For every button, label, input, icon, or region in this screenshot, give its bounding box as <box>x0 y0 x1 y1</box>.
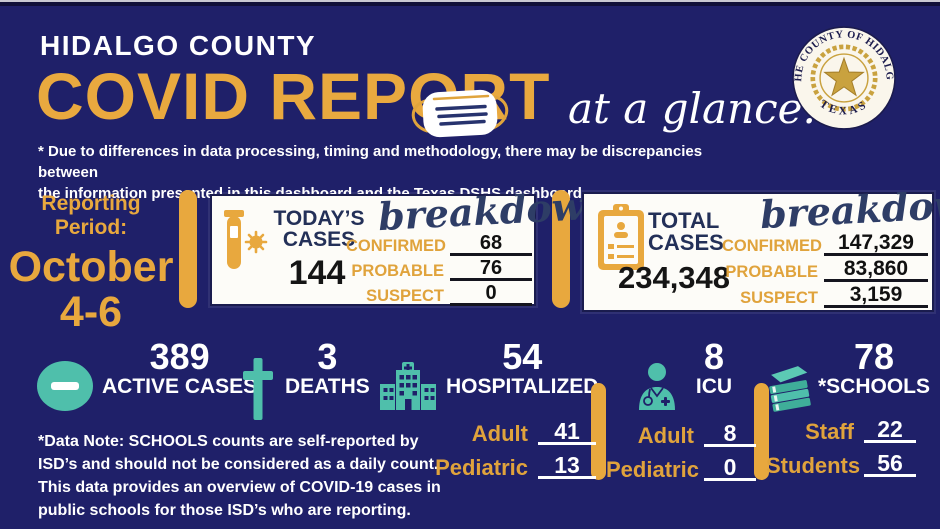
disclaimer-line-1: * Due to differences in data processing,… <box>38 143 703 181</box>
breakdown-label: PROBABLE <box>725 263 818 281</box>
stat-value: 8 <box>703 336 725 377</box>
stat-schools: 78 *SCHOOLS <box>766 338 930 417</box>
breakdown-row: CONFIRMED 68 <box>346 232 532 256</box>
reporting-period-days: 4-6 <box>59 288 123 336</box>
data-note-line-2: ISD’s and should not be considered as a … <box>38 456 439 473</box>
reporting-period: Reporting Period: October 4-6 <box>4 192 178 334</box>
books-icon <box>766 364 812 417</box>
breakdown-value: 3,159 <box>824 284 928 308</box>
data-note-line-3: This data provides an overview of COVID-… <box>38 479 441 496</box>
data-note-line-4: public schools for those ISD’s who are r… <box>38 502 411 519</box>
sub-stat-label: Pediatric <box>606 457 699 482</box>
stat-label: ACTIVE CASES <box>102 375 258 398</box>
stat-icu: 8 ICU <box>636 338 738 415</box>
top-strip <box>0 2 940 6</box>
total-cases-total: 234,348 <box>617 260 731 295</box>
stat-active-cases: 389 ACTIVE CASES <box>36 338 257 417</box>
total-cases-card: TOTAL CASES 234,348 breakdown CONFIRMED … <box>582 180 940 312</box>
stat-label: DEATHS <box>285 375 370 398</box>
breakdown-row: PROBABLE 76 <box>346 257 532 281</box>
total-cases-title: TOTAL CASES <box>648 208 758 256</box>
face-mask-icon <box>406 82 514 148</box>
stat-label: *SCHOOLS <box>818 375 931 398</box>
county-seal: THE COUNTY OF HIDALGO TEXAS <box>788 18 896 130</box>
stat-label: ICU <box>695 375 733 398</box>
stat-value: 54 <box>502 336 543 377</box>
hospital-icon <box>380 362 436 415</box>
tagline: at a glance.. <box>568 84 830 133</box>
sub-stat-value: 56 <box>864 452 916 477</box>
breakdown-row: SUSPECT 0 <box>346 282 532 306</box>
todays-cases-card: TODAY’S CASES 144 breakdown CONFIRMED 68… <box>210 182 613 306</box>
sub-stat-value: 41 <box>538 420 596 445</box>
data-note-line-1: *Data Note: SCHOOLS counts are self-repo… <box>38 433 419 450</box>
sub-stat-value: 13 <box>538 454 596 479</box>
sub-stat-row: Staff 22 <box>766 418 916 443</box>
todays-cases-title-line2: CASES <box>282 228 356 252</box>
breakdown-label: CONFIRMED <box>722 237 822 255</box>
reporting-period-month: October <box>8 243 174 291</box>
sub-stat-label: Adult <box>637 423 694 448</box>
breakdown-row: SUSPECT 3,159 <box>722 284 928 308</box>
icu-breakdown: Adult 8 Pediatric 0 <box>606 422 756 481</box>
breakdown-value: 76 <box>450 258 532 281</box>
cross-icon <box>243 358 273 427</box>
breakdown-label: PROBABLE <box>351 262 444 280</box>
minus-circle-icon <box>36 360 94 417</box>
stat-deaths: 3 DEATHS <box>243 338 370 427</box>
breakdown-value: 83,860 <box>824 258 928 282</box>
sub-stat-row: Adult 8 <box>606 422 756 447</box>
seal-star-icon <box>823 56 865 97</box>
sub-stat-value: 0 <box>704 456 756 481</box>
divider-bar <box>591 383 606 480</box>
sub-stat-row: Pediatric 13 <box>424 454 596 479</box>
sub-stat-label: Staff <box>805 419 854 444</box>
stat-hospitalized: 54 HOSPITALIZED <box>380 338 598 415</box>
total-cases-title-line1: TOTAL <box>648 208 720 233</box>
reporting-period-label: Reporting Period: <box>41 192 141 239</box>
breakdown-value: 147,329 <box>824 232 928 256</box>
sub-stat-row: Pediatric 0 <box>606 456 756 481</box>
sub-stat-value: 22 <box>864 418 916 443</box>
schools-breakdown: Staff 22 Students 56 <box>766 418 916 477</box>
stat-value: 78 <box>853 336 895 377</box>
sub-stat-value: 8 <box>704 422 756 447</box>
stat-value: 3 <box>317 336 338 377</box>
sub-stat-row: Students 56 <box>766 452 916 477</box>
sub-stat-row: Adult 41 <box>424 420 596 445</box>
sub-stat-label: Pediatric <box>435 455 528 480</box>
breakdown-value: 0 <box>450 283 532 306</box>
doctor-icon <box>636 362 678 415</box>
todays-cases-title-line1: TODAY’S <box>273 207 365 230</box>
total-breakdown-rows: CONFIRMED 147,329 PROBABLE 83,860 SUSPEC… <box>722 232 928 308</box>
breakdown-value: 68 <box>450 233 532 256</box>
breakdown-script-heading: breakdown <box>758 179 940 238</box>
stat-value: 389 <box>149 336 210 377</box>
test-tube-icon <box>220 210 268 281</box>
todays-cases-total: 144 <box>288 254 346 292</box>
divider-bar <box>179 190 197 308</box>
county-heading: HIDALGO COUNTY <box>40 30 317 61</box>
breakdown-row: PROBABLE 83,860 <box>722 258 928 282</box>
data-note: *Data Note: SCHOOLS counts are self-repo… <box>38 430 441 522</box>
stat-label: HOSPITALIZED <box>446 375 599 398</box>
breakdown-row: CONFIRMED 147,329 <box>722 232 928 256</box>
todays-cases-title: TODAY’S CASES <box>262 208 376 251</box>
todays-breakdown-rows: CONFIRMED 68 PROBABLE 76 SUSPECT 0 <box>346 232 532 306</box>
top-hairline <box>0 0 940 2</box>
breakdown-label: SUSPECT <box>740 289 818 307</box>
hospitalized-breakdown: Adult 41 Pediatric 13 <box>424 420 596 479</box>
divider-bar <box>754 383 769 480</box>
clipboard-icon <box>596 204 646 277</box>
sub-stat-label: Adult <box>471 421 528 446</box>
total-cases-title-line2: CASES <box>648 230 724 256</box>
sub-stat-label: Students <box>766 453 861 478</box>
divider-bar <box>552 190 570 308</box>
breakdown-label: CONFIRMED <box>346 237 446 255</box>
breakdown-label: SUSPECT <box>366 287 444 305</box>
